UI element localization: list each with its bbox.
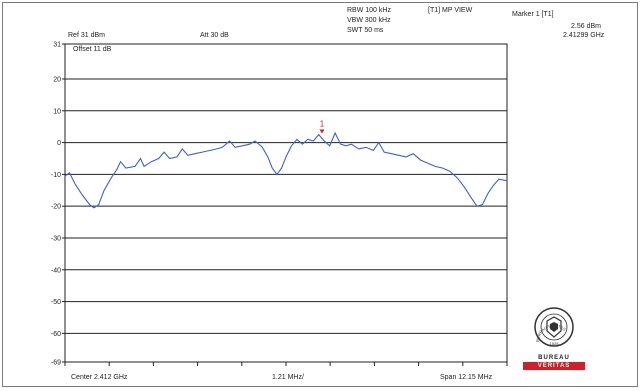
marker-level: 2.56 dBm (571, 23, 601, 30)
plot-area-border (64, 43, 508, 363)
offset-label: Offset 11 dB (73, 46, 112, 53)
attenuation-label: Att 30 dB (200, 32, 229, 39)
y-tick-label: -60 (51, 331, 61, 338)
y-tick-label: 10 (53, 108, 61, 115)
center-frequency-label: Center 2.412 GHz (71, 374, 128, 381)
y-tick-label: -10 (51, 172, 61, 179)
y-tick-label: -69 (51, 360, 61, 367)
y-tick-label: 0 (57, 140, 61, 147)
rbw-label: RBW 100 kHz (347, 7, 391, 14)
marker-1: 1 (319, 119, 325, 134)
logo-bureau-text: BUREAU (538, 355, 570, 361)
view-label: [T1] MP VIEW (428, 7, 473, 14)
y-tick-label: 31 (53, 42, 61, 49)
y-tick-label: -50 (51, 299, 61, 306)
swt-label: SWT 50 ms (347, 27, 384, 34)
marker-title: Marker 1 [T1] (512, 11, 554, 18)
logo-seal-icon: BUREAU VERITAS 1828 (534, 307, 574, 347)
y-tick-label: -30 (51, 235, 61, 242)
span-label: Span 12.15 MHz (440, 374, 493, 381)
y-tick-label: 20 (53, 76, 61, 83)
y-tick-label: -40 (51, 267, 61, 274)
division-label: 1.21 MHz/ (272, 374, 304, 381)
y-tick-labels: 31 20 10 0 -10 -20 -30 -40 -50 -60 -69 (51, 42, 65, 367)
grid-lines (65, 78, 507, 334)
y-tick-label: -20 (51, 204, 61, 211)
x-tick-marks (64, 362, 508, 366)
vbw-label: VBW 300 kHz (347, 17, 391, 24)
marker-number-label: 1 (320, 119, 325, 128)
bureau-veritas-logo: BUREAU VERITAS 1828 BUREAU VERITAS (523, 307, 585, 370)
logo-veritas-text: VERITAS (523, 362, 585, 370)
ref-level-label: Ref 31 dBm (68, 32, 105, 39)
spectrum-trace (64, 131, 508, 209)
marker-frequency: 2.41299 GHz (563, 32, 605, 39)
svg-text:1828: 1828 (550, 341, 560, 346)
analyzer-frame (2, 2, 638, 387)
marker-triangle (319, 129, 325, 134)
